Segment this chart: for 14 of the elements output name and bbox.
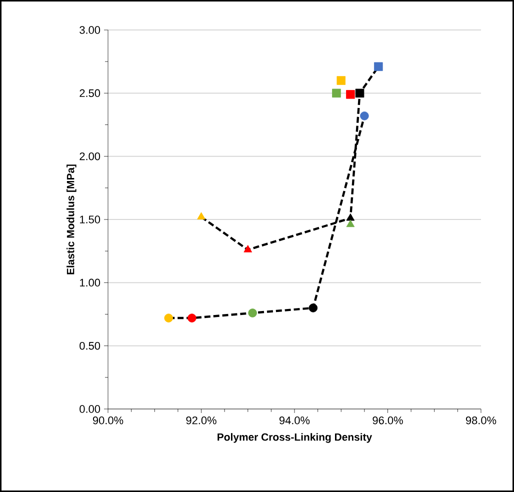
y-tick-label: 1.00 bbox=[80, 278, 100, 287]
y-axis-title: Elastic Modulus [MPa] bbox=[66, 164, 76, 274]
y-tick-label: 3.00 bbox=[80, 26, 100, 34]
y-tick-label: 0.00 bbox=[80, 405, 100, 413]
y-tick-label: 0.50 bbox=[80, 342, 100, 350]
x-tick-label: 98.0% bbox=[466, 416, 496, 424]
y-tick-label: 2.50 bbox=[80, 89, 100, 98]
y-tick-label: 1.50 bbox=[80, 216, 100, 224]
x-tick-label: 92.0% bbox=[186, 416, 216, 424]
x-tick-label: 94.0% bbox=[279, 416, 310, 424]
x-axis-title: Polymer Cross-Linking Density bbox=[218, 433, 372, 443]
x-tick-label: 96.0% bbox=[372, 416, 403, 424]
x-tick-label: 90.0% bbox=[92, 416, 124, 424]
y-tick-label: 2.00 bbox=[80, 152, 100, 160]
